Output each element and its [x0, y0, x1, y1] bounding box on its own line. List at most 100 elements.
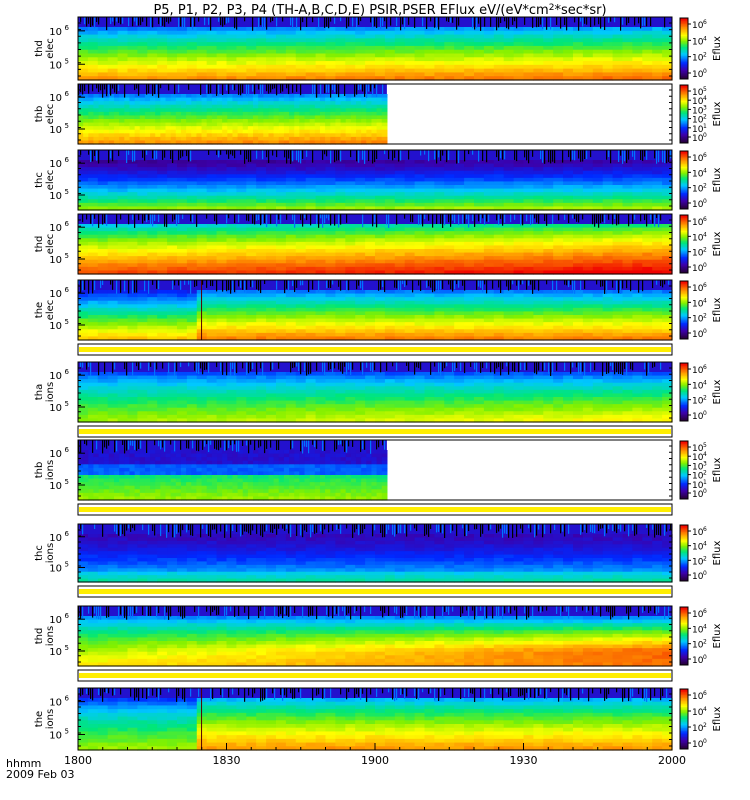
noise-stripe	[474, 214, 476, 227]
noise-stripe	[580, 150, 582, 162]
heatmap-cell	[523, 170, 534, 175]
heatmap-cell	[444, 30, 455, 36]
heatmap-cell	[404, 224, 416, 229]
heatmap-cell	[474, 325, 485, 330]
heatmap-cell	[256, 266, 267, 272]
heatmap-cell	[345, 101, 352, 106]
heatmap-cell	[325, 45, 336, 51]
heatmap-cell	[216, 315, 228, 320]
heatmap-cell	[493, 256, 505, 261]
heatmap-cell	[493, 263, 505, 268]
heatmap-cell	[177, 64, 188, 70]
colorbar-swatch	[680, 255, 688, 258]
heatmap-cell	[493, 224, 505, 229]
noise-stripe	[270, 17, 272, 23]
heatmap-cell	[573, 38, 584, 43]
heatmap-cell	[553, 256, 564, 261]
heatmap-cell	[582, 199, 594, 204]
heatmap-cell	[652, 266, 663, 272]
heatmap-cell	[474, 256, 485, 261]
heatmap-cell	[206, 181, 218, 186]
heatmap-cell	[103, 140, 110, 145]
heatmap-cell	[186, 94, 192, 99]
heatmap-cell	[180, 133, 187, 138]
heatmap-cell	[355, 101, 362, 106]
heatmap-cell	[483, 336, 495, 341]
heatmap-cell	[523, 263, 534, 268]
heatmap-cell	[355, 104, 362, 109]
noise-stripe	[440, 150, 442, 161]
heatmap-cell	[662, 57, 673, 62]
heatmap-cell	[299, 122, 306, 127]
heatmap-cell	[139, 101, 146, 106]
heatmap-cell	[325, 202, 336, 208]
heatmap-cell	[276, 238, 287, 243]
heatmap-cell	[366, 119, 373, 124]
noise-stripe	[646, 150, 648, 160]
heatmap-cell	[295, 188, 307, 193]
colorbar-swatch	[680, 182, 688, 185]
heatmap-cell	[404, 64, 416, 70]
heatmap-cell	[563, 332, 574, 338]
heatmap-cell	[523, 266, 534, 272]
heatmap-cell	[98, 94, 105, 99]
heatmap-cell	[177, 249, 188, 254]
heatmap-cell	[376, 140, 383, 145]
heatmap-cell	[206, 174, 218, 179]
colorbar-tick-exponent: 0	[703, 68, 707, 75]
noise-stripe	[344, 84, 346, 96]
heatmap-cell	[414, 249, 426, 254]
noise-stripe	[220, 17, 222, 26]
heatmap-cell	[622, 234, 633, 239]
heatmap-cell	[325, 108, 331, 113]
heatmap-cell	[186, 311, 198, 316]
heatmap-cell	[325, 163, 336, 168]
noise-stripe	[142, 214, 144, 224]
heatmap-cell	[127, 325, 138, 330]
heatmap-cell	[563, 27, 574, 32]
heatmap-cell	[493, 57, 505, 62]
noise-stripe	[388, 214, 390, 228]
heatmap-cell	[335, 126, 342, 131]
heatmap-cell	[652, 192, 663, 197]
heatmap-cell	[216, 177, 228, 183]
heatmap-cell	[454, 72, 465, 77]
heatmap-cell	[309, 119, 316, 124]
heatmap-cell	[345, 30, 356, 36]
heatmap-cell	[592, 270, 604, 275]
noise-stripe	[252, 84, 254, 92]
colorbar-swatch	[680, 193, 688, 195]
heatmap-cell	[201, 104, 208, 109]
heatmap-cell	[513, 30, 525, 36]
heatmap-cell	[177, 163, 188, 168]
heatmap-cell	[107, 315, 119, 320]
heatmap-cell	[276, 290, 287, 295]
heatmap-cell	[256, 27, 267, 32]
heatmap-cell	[434, 34, 445, 39]
heatmap-cell	[523, 199, 534, 204]
heatmap-cell	[191, 129, 198, 134]
heatmap-cell	[424, 167, 435, 172]
heatmap-cell	[191, 108, 198, 113]
colorbar-swatch	[680, 252, 688, 255]
heatmap-cell	[612, 256, 624, 261]
noise-stripe	[82, 214, 84, 223]
heatmap-cell	[563, 263, 574, 268]
heatmap-cell	[414, 61, 426, 66]
heatmap-cell	[227, 108, 234, 113]
heatmap-cell	[444, 293, 455, 298]
heatmap-cell	[117, 61, 129, 66]
noise-stripe	[574, 150, 576, 161]
heatmap-cell	[612, 45, 624, 51]
heatmap-cell	[206, 61, 218, 66]
heatmap-cell	[573, 76, 584, 81]
heatmap-cell	[93, 122, 100, 127]
heatmap-cell	[573, 188, 584, 193]
colorbar-swatch	[680, 168, 688, 171]
heatmap-cell	[97, 167, 109, 172]
heatmap-cell	[414, 188, 426, 193]
heatmap-cell	[563, 318, 574, 323]
heatmap-cell	[127, 256, 138, 261]
heatmap-cell	[563, 72, 574, 77]
heatmap-cell	[503, 185, 515, 190]
